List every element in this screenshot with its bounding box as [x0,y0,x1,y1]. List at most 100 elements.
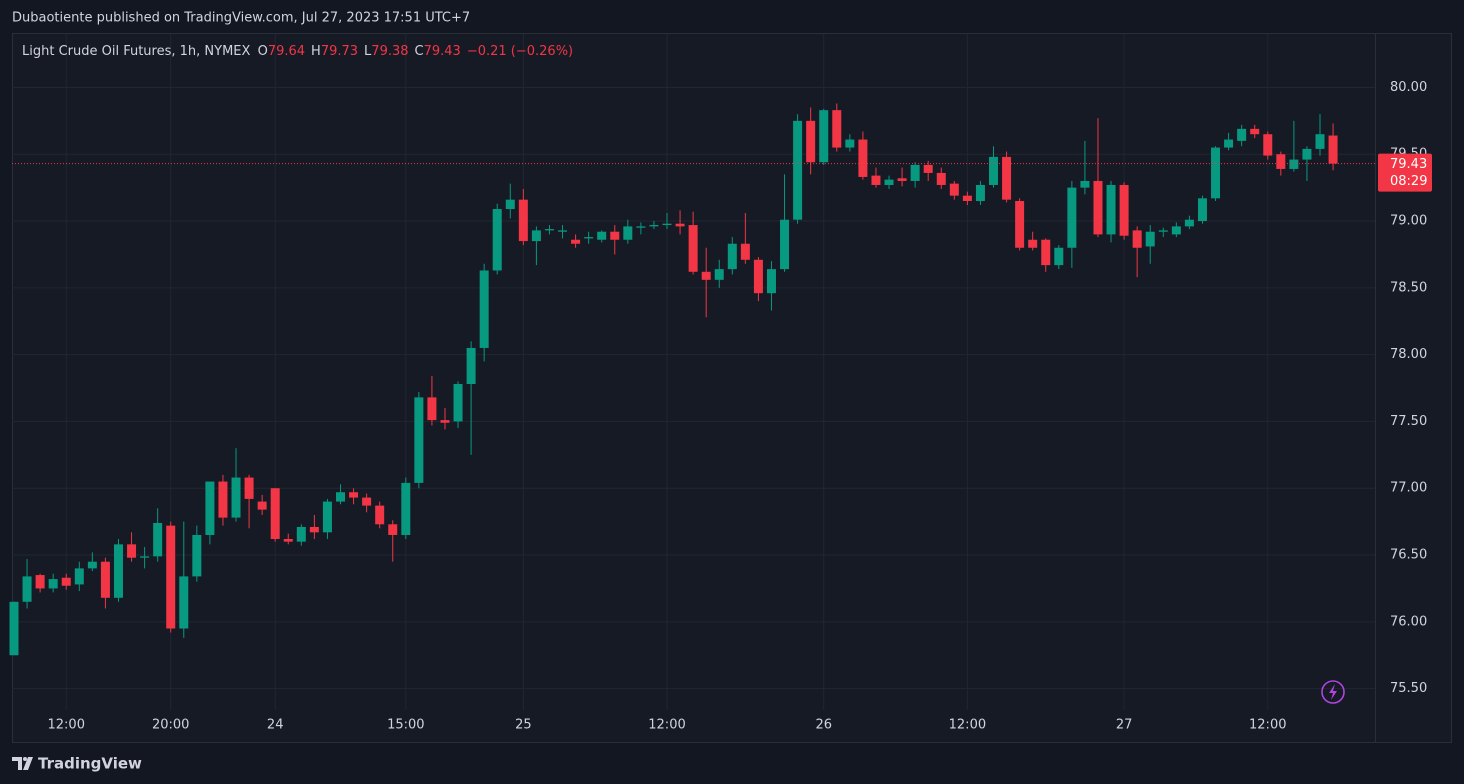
candle-body [283,538,293,542]
candle-body [61,577,71,586]
candle-body [897,178,907,181]
candle-body [35,575,45,589]
candle-body [962,195,972,201]
candle-body [806,120,816,163]
candle-body [936,172,946,185]
change: −0.21 (−0.26%) [467,44,573,59]
candle-body [309,526,319,533]
candle-body [544,229,554,231]
y-tick-label: 75.50 [1390,681,1427,696]
candle-body [257,501,267,510]
candle-body [440,420,450,423]
candle-body [140,556,150,558]
candle-body [1054,247,1064,266]
candle-body [22,576,32,602]
candle-body [113,544,123,598]
candle-body [949,183,959,196]
candle-body [270,488,280,539]
x-tick-label: 12:00 [949,718,986,733]
candle-body [1041,239,1051,266]
candle-body [375,505,385,525]
candle-body [1002,156,1012,200]
x-tick-label: 12:00 [648,718,685,733]
icon-bolt[interactable] [1329,684,1337,700]
publish-info: Dubaotiente published on TradingView.com… [12,11,470,26]
candle-body [1184,219,1194,227]
candle-body [1237,128,1247,141]
candle-body [858,139,868,177]
candle-body [623,226,633,240]
candle-body [531,230,541,242]
candle-body [48,579,58,589]
candle-body [244,477,254,499]
candle-body [923,164,933,173]
alert-icon[interactable] [1321,680,1345,704]
candle-body [714,269,724,280]
candle-body [127,544,137,558]
candle-body [100,561,110,598]
candle-body [662,223,672,226]
x-tick-label: 24 [267,718,284,733]
candle-body [466,347,476,385]
brand: TradingView [12,755,142,773]
candle-body [1132,230,1142,248]
y-tick-label: 78.50 [1390,280,1427,295]
candle-body [1224,139,1234,148]
candle-body [166,525,176,629]
candle-body [505,199,515,210]
candle-body [727,243,737,270]
chart-panel [12,33,1452,743]
y-tick-label: 77.00 [1390,481,1427,496]
candle-body [558,230,568,232]
candle-body [989,156,998,185]
candle-body [192,534,202,577]
candle-body [910,164,920,181]
candle-body [401,482,411,535]
candle-body [349,492,359,498]
brand-logo-dot [23,757,27,761]
y-tick-label: 76.00 [1390,614,1427,629]
candle-body [793,120,803,220]
candle-body [1263,134,1273,156]
ohlc-value: 79.73 [321,44,358,59]
candle-body [1093,180,1103,235]
ohlc-value: 79.64 [268,44,305,59]
legend: Light Crude Oil Futures, 1h, NYMEX O79.64… [22,44,573,59]
candle-body [1328,135,1338,164]
brand-logo [12,757,33,770]
candle-body [179,576,189,629]
ohlc-value: 79.43 [424,44,461,59]
candle-body [87,561,97,569]
candle-body [871,175,881,185]
candle-body [701,271,711,280]
y-tick-label: 79.00 [1390,214,1427,229]
symbol: Light Crude Oil Futures, 1h, NYMEX [22,44,251,59]
y-tick-label: 77.50 [1390,414,1427,429]
grid [12,34,1375,710]
x-tick-label: 12:00 [1249,718,1286,733]
price-label: 79.43 [1390,157,1427,172]
candle-body [1106,184,1116,235]
candle-body [636,226,646,228]
icon-ring[interactable] [1321,680,1345,704]
y-tick-label: 80.00 [1390,80,1427,95]
candle-body [518,199,528,242]
candle-body [427,397,437,421]
candle-body [1028,239,1038,248]
candle-body [414,397,424,483]
candle-body [975,184,985,201]
candle-body [780,219,790,270]
candle-body [832,110,842,148]
candle-body [205,481,215,535]
candle-body [688,225,698,272]
price-label-box [1378,153,1432,192]
candle-body [322,501,332,533]
candle-body [231,477,241,518]
candle-body [1211,147,1221,199]
candle-body [649,225,659,227]
candle-body [1302,148,1312,160]
x-tick-label: 27 [1116,718,1133,733]
candle-body [362,497,372,506]
candle-body [1015,200,1025,248]
candle-body [610,231,620,240]
